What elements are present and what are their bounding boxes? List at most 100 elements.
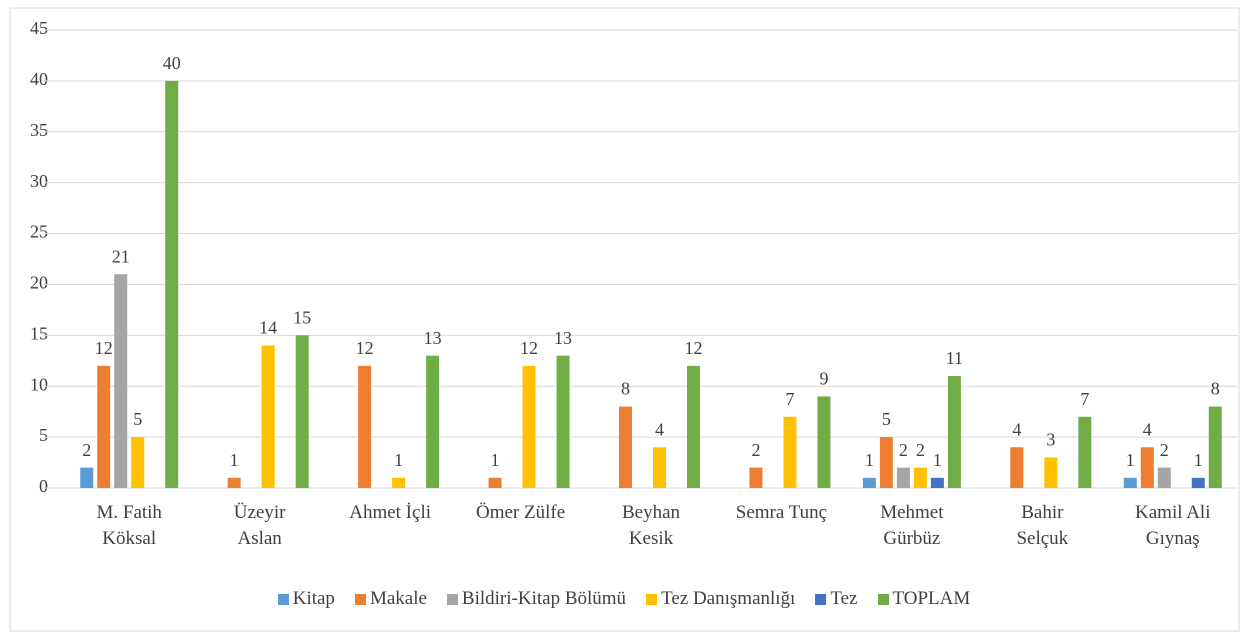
- data-label: 2: [751, 440, 760, 460]
- legend-swatch: [877, 593, 889, 605]
- x-tick-label: M. Fatih Köksal: [96, 502, 162, 549]
- y-tick-label: 30: [30, 171, 48, 191]
- data-label: 1: [1194, 450, 1203, 470]
- bar: [522, 365, 536, 488]
- bar: [749, 467, 763, 488]
- data-label: 11: [946, 348, 963, 368]
- bar: [817, 396, 831, 488]
- y-tick-label: 10: [30, 374, 48, 394]
- bar: [165, 80, 179, 488]
- data-label: 3: [1046, 430, 1055, 450]
- x-tick-label: Mehmet Gürbüz: [880, 502, 944, 549]
- x-tick-label: Beyhan Kesik: [621, 502, 681, 549]
- bar: [1191, 477, 1205, 488]
- bar: [114, 274, 128, 488]
- bar: [488, 477, 502, 488]
- y-tick-label: 45: [30, 18, 48, 38]
- legend-label: Tez Danışmanlığı: [661, 588, 796, 609]
- data-label: 15: [293, 307, 311, 327]
- bar: [1010, 447, 1024, 488]
- data-label: 5: [882, 409, 891, 429]
- data-label: 1: [230, 450, 239, 470]
- bar: [947, 376, 961, 488]
- data-label: 13: [424, 328, 442, 348]
- data-label: 4: [1143, 419, 1152, 439]
- data-label: 13: [554, 328, 572, 348]
- legend-item: Tez: [815, 588, 858, 610]
- x-tick-label: Bahir Selçuk: [1016, 502, 1069, 549]
- bar: [131, 437, 145, 488]
- legend-item: Makale: [354, 588, 427, 610]
- y-tick-label: 0: [39, 476, 48, 496]
- legend-label: Kitap: [292, 588, 335, 609]
- data-label: 1: [1126, 450, 1135, 470]
- bar: [1208, 406, 1222, 488]
- legend-swatch: [646, 593, 658, 605]
- bar: [392, 477, 406, 488]
- bar: [97, 365, 111, 488]
- data-label: 1: [865, 450, 874, 470]
- bar: [1140, 447, 1154, 488]
- bar: [227, 477, 241, 488]
- data-label: 21: [112, 246, 130, 266]
- y-tick-label: 5: [39, 425, 48, 445]
- legend-swatch: [815, 593, 827, 605]
- data-label: 5: [133, 409, 142, 429]
- data-label: 2: [1160, 440, 1169, 460]
- x-tick-label: Kamil Ali Gıynaş: [1135, 502, 1211, 549]
- legend-swatch: [446, 593, 458, 605]
- x-tick-label: Semra Tunç: [735, 502, 828, 523]
- legend: Kitap Makale Bildiri-Kitap Bölümü Tez Danış…: [0, 588, 1248, 610]
- bar: [556, 355, 570, 488]
- bar: [896, 467, 910, 488]
- legend-label: Makale: [369, 588, 427, 609]
- x-tick-label: Üzeyir Aslan: [233, 502, 286, 549]
- data-label: 8: [1211, 379, 1220, 399]
- bar: [295, 335, 309, 488]
- data-label: 1: [394, 450, 403, 470]
- data-label: 8: [621, 379, 630, 399]
- bar: [358, 365, 372, 488]
- data-label: 2: [899, 440, 908, 460]
- bar: [783, 416, 797, 488]
- legend-item: Bildiri-Kitap Bölümü: [446, 588, 627, 610]
- bar: [1044, 457, 1058, 488]
- legend-label: TOPLAM: [892, 588, 971, 609]
- legend-item: Tez Danışmanlığı: [646, 588, 795, 610]
- data-label: 7: [1080, 389, 1089, 409]
- data-label: 1: [933, 450, 942, 470]
- data-label: 12: [356, 338, 374, 358]
- bar: [80, 467, 94, 488]
- bar: [930, 477, 944, 488]
- legend-swatch: [354, 593, 366, 605]
- data-label: 14: [259, 318, 277, 338]
- legend-item: TOPLAM: [877, 588, 971, 610]
- y-tick-label: 25: [30, 222, 48, 242]
- bar: [862, 477, 876, 488]
- legend-swatch: [277, 593, 289, 605]
- bar: [1078, 416, 1092, 488]
- legend-label: Bildiri-Kitap Bölümü: [461, 588, 627, 609]
- bar: [687, 365, 700, 488]
- bar: [426, 355, 440, 488]
- data-label: 4: [655, 419, 664, 439]
- data-label: 2: [916, 440, 925, 460]
- data-label: 1: [491, 450, 500, 470]
- data-label: 12: [520, 338, 538, 358]
- x-tick-label: Ömer Zülfe: [475, 502, 566, 523]
- legend-label: Tez: [830, 588, 858, 609]
- legend-item: Kitap: [277, 588, 335, 610]
- data-label: 12: [685, 338, 703, 358]
- bar: [261, 345, 275, 488]
- data-label: 7: [785, 389, 794, 409]
- data-label: 4: [1012, 419, 1021, 439]
- chart-border: [9, 7, 1240, 632]
- data-label: 12: [95, 338, 113, 358]
- bar: [913, 467, 927, 488]
- bar: [1157, 467, 1171, 488]
- y-tick-label: 15: [30, 323, 48, 343]
- y-tick-label: 40: [30, 69, 48, 89]
- bar: [1123, 477, 1137, 488]
